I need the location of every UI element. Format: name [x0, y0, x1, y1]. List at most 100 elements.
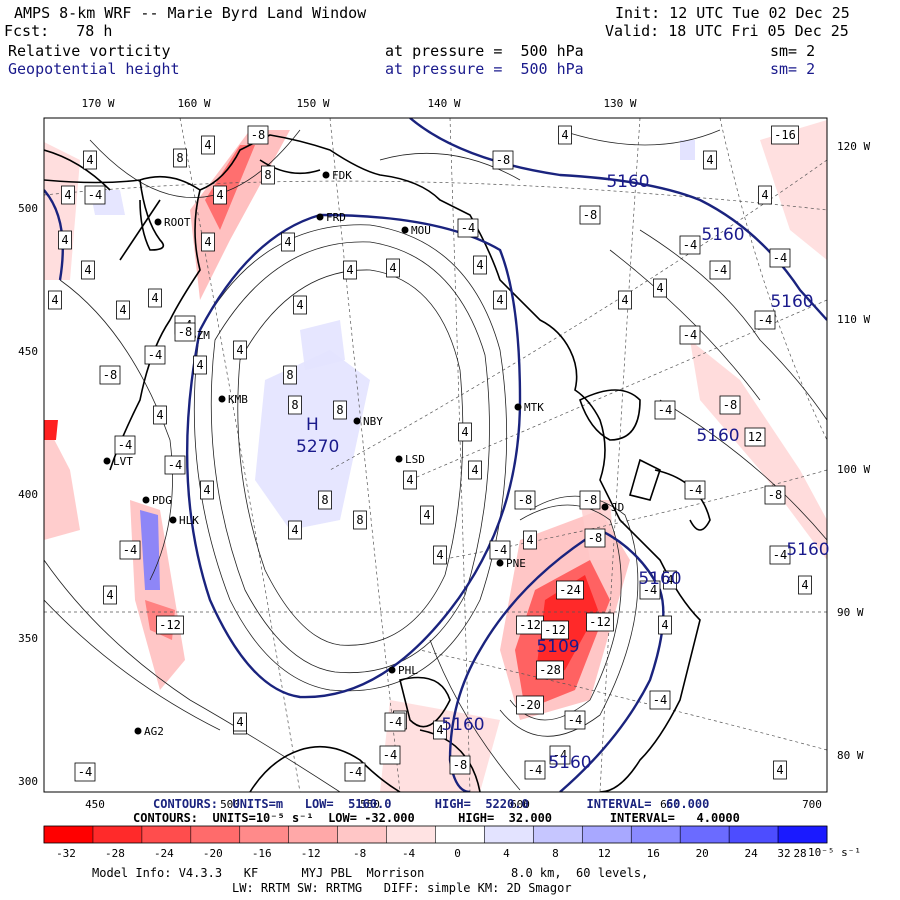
svg-text:-8: -8 — [103, 368, 117, 382]
svg-text:4: 4 — [661, 618, 668, 632]
svg-text:-4: -4 — [773, 251, 787, 265]
vorticity-label: -12 — [516, 615, 544, 635]
top-lon-label: 140 W — [427, 97, 460, 110]
colorbar-tick-label: -20 — [203, 847, 223, 860]
plot-area — [44, 118, 827, 792]
bottom-x-label: 550 — [360, 798, 380, 811]
bottom-x-label: 650 — [660, 798, 680, 811]
svg-text:-4: -4 — [683, 238, 697, 252]
station-dot — [316, 213, 324, 221]
svg-text:-4: -4 — [643, 583, 657, 597]
colorbar-unit: 10⁻⁵ s⁻¹ — [808, 846, 861, 859]
left-y-label: 450 — [18, 345, 38, 358]
vorticity-label: -4 — [524, 760, 546, 780]
station-label: PDG — [152, 494, 172, 507]
svg-text:4: 4 — [389, 261, 396, 275]
svg-text:4: 4 — [284, 235, 291, 249]
top-lon-labels: 170 W 160 W 150 W 140 W 130 W — [81, 97, 636, 110]
vorticity-label: -8 — [449, 755, 471, 775]
svg-text:4: 4 — [61, 233, 68, 247]
vorticity-label: -20 — [516, 695, 544, 715]
vorticity-label: -4 — [769, 545, 791, 565]
vorticity-label: -4 — [639, 580, 661, 600]
vorticity-label: -4 — [379, 745, 401, 765]
model-info-line2: LW: RRTM SW: RRTMG DIFF: simple KM: 2D S… — [232, 881, 572, 895]
station-label: AG2 — [144, 725, 164, 738]
svg-text:-4: -4 — [528, 763, 542, 777]
svg-text:-4: -4 — [123, 543, 137, 557]
station-dot — [395, 455, 403, 463]
vorticity-label: 4 — [48, 290, 62, 310]
field2-level: at pressure = 500 hPa — [385, 60, 584, 78]
bottom-x-label: 500 — [220, 798, 240, 811]
vorticity-label: -4 — [489, 540, 511, 560]
colorbar-swatch — [483, 826, 534, 843]
vorticity-label: 4 — [201, 135, 215, 155]
colorbar-tick-label: -28 — [105, 847, 125, 860]
height-label: 5160 — [638, 569, 681, 589]
svg-text:4: 4 — [666, 573, 673, 587]
vorticity-label: 8 — [333, 400, 347, 420]
station-dot — [353, 417, 361, 425]
valid-time: Valid: 18 UTC Fri 05 Dec 25 — [605, 22, 849, 40]
colorbar-swatch — [288, 826, 339, 843]
height-labels: 5160 5160 5160 5160 5160 5160 5160 5160 5109 — [441, 172, 829, 773]
svg-text:4: 4 — [461, 425, 468, 439]
svg-text:-8: -8 — [496, 153, 510, 167]
vorticity-label: -4 — [649, 690, 671, 710]
svg-text:8: 8 — [176, 151, 183, 165]
svg-text:4: 4 — [236, 343, 243, 357]
vorticity-label: -4 — [564, 710, 586, 730]
vorticity-shading — [44, 120, 827, 792]
vorticity-label: -4 — [457, 218, 479, 238]
vorticity-label: 4 — [403, 470, 417, 490]
colorbar-tick-label: 28 — [793, 847, 806, 860]
vorticity-label: -4 — [384, 712, 406, 732]
svg-text:-4: -4 — [773, 548, 787, 562]
vorticity-label: -4 — [679, 325, 701, 345]
station-dot — [322, 171, 330, 179]
colorbar-tick-label: 16 — [647, 847, 660, 860]
svg-text:8: 8 — [356, 513, 363, 527]
svg-text:8: 8 — [286, 368, 293, 382]
svg-text:-4: -4 — [758, 313, 772, 327]
svg-text:-4: -4 — [653, 693, 667, 707]
colorbar-tick-label: 0 — [454, 847, 461, 860]
vorticity-label: -4 — [769, 248, 791, 268]
svg-text:4: 4 — [706, 153, 713, 167]
svg-text:4: 4 — [236, 715, 243, 729]
left-y-label: 400 — [18, 488, 38, 501]
vorticity-contour-legend: CONTOURS: UNITS=10⁻⁵ s⁻¹ LOW= -32.000 HI… — [133, 811, 740, 825]
svg-text:4: 4 — [216, 188, 223, 202]
height-label: 5160 — [606, 172, 649, 192]
right-lon-label: 120 W — [837, 140, 870, 153]
vorticity-label: 4 — [58, 230, 72, 250]
colorbar-tick-label: -16 — [252, 847, 272, 860]
svg-text:-20: -20 — [519, 698, 541, 712]
vorticity-label: 4 — [233, 340, 247, 360]
station-label: HLK — [179, 514, 199, 527]
svg-text:-16: -16 — [774, 128, 796, 142]
vorticity-label: 4 — [468, 460, 482, 480]
vorticity-label: 4 — [663, 570, 677, 590]
vorticity-label: 12 — [744, 427, 766, 447]
vorticity-label: -16 — [771, 125, 799, 145]
station-dot — [388, 666, 396, 674]
top-lon-label: 170 W — [81, 97, 114, 110]
station-label: MOU — [411, 224, 431, 237]
colorbar-tick-label: -24 — [154, 847, 174, 860]
colorbar-swatch — [141, 826, 192, 843]
svg-text:12: 12 — [748, 430, 762, 444]
svg-text:-8: -8 — [453, 758, 467, 772]
station-label: LVT — [113, 455, 133, 468]
vorticity-label: -8 — [764, 485, 786, 505]
height-label: 5160 — [696, 426, 739, 446]
svg-text:4: 4 — [204, 235, 211, 249]
height-contour-legend: CONTOURS: UNITS=m LOW= 5160.0 HIGH= 5220… — [153, 797, 710, 811]
svg-text:4: 4 — [621, 293, 628, 307]
height-label: 5109 — [536, 637, 579, 657]
colorbar-swatch — [337, 826, 388, 843]
high-letter: H — [306, 415, 319, 435]
colorbar-swatch — [386, 826, 436, 843]
